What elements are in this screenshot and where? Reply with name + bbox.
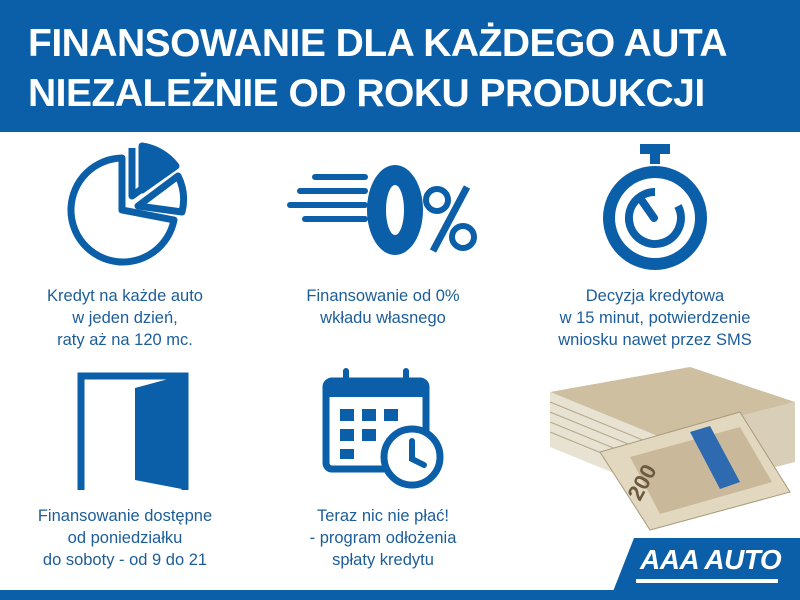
aaa-auto-logo: AAA AUTO	[612, 538, 800, 594]
caption-line: wkładu własnego	[320, 309, 446, 327]
caption-line: Finansowanie od 0%	[306, 287, 460, 305]
open-door-icon	[77, 372, 189, 490]
caption-line: spłaty kredytu	[332, 551, 434, 569]
caption-line: Teraz nic nie płać!	[316, 507, 450, 525]
calendar-clock-icon	[322, 368, 444, 489]
bottom-bar	[0, 590, 800, 600]
caption-line: raty aż na 120 mc.	[57, 331, 193, 349]
caption-line: do soboty - od 9 do 21	[42, 551, 208, 569]
feature-caption-deferral: Teraz nic nie płać! - program odłożenia …	[243, 505, 523, 571]
logo-underline	[636, 579, 778, 583]
caption-line: od poniedziałku	[67, 529, 183, 547]
headline-line-1: FINANSOWANIE DLA KAŻDEGO AUTA	[28, 22, 728, 65]
logo-text: AAA AUTO	[640, 544, 782, 575]
feature-caption-zero-percent: Finansowanie od 0% wkładu własnego	[243, 285, 523, 329]
caption-line: Decyzja kredytowa	[585, 287, 725, 305]
caption-line: w jeden dzień,	[72, 309, 178, 327]
zero-percent-icon	[287, 165, 477, 255]
caption-line: Finansowanie dostępne	[37, 507, 213, 525]
banknotes-stack-icon: 200	[549, 367, 795, 531]
header-banner: FINANSOWANIE DLA KAŻDEGO AUTA NIEZALEŻNI…	[0, 0, 800, 132]
stopwatch-icon	[603, 144, 707, 270]
headline-line-2: NIEZALEŻNIE OD ROKU PRODUKCJI	[28, 72, 705, 115]
pie-chart-icon	[67, 142, 188, 266]
feature-caption-hours: Finansowanie dostępne od poniedziałku do…	[0, 505, 265, 571]
caption-line: - program odłożenia	[309, 529, 457, 547]
feature-caption-decision: Decyzja kredytowa w 15 minut, potwierdze…	[515, 285, 795, 351]
caption-line: wniosku nawet przez SMS	[558, 331, 752, 349]
feature-caption-credit: Kredyt na każde auto w jeden dzień, raty…	[0, 285, 265, 351]
caption-line: w 15 minut, potwierdzenie	[559, 309, 751, 327]
caption-line: Kredyt na każde auto	[47, 287, 203, 305]
